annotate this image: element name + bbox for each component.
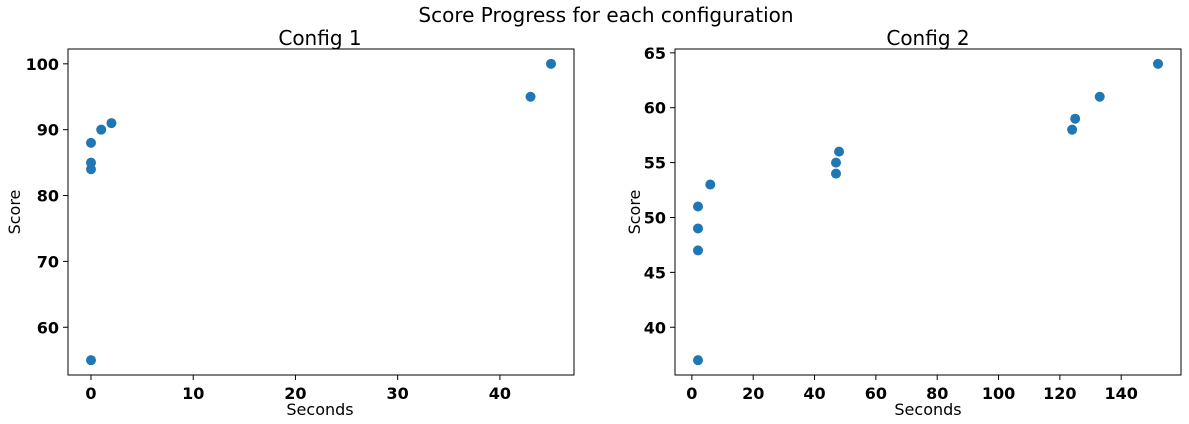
scatter-point [1094,91,1105,102]
chart-title: Config 1 [278,26,361,50]
plot-frame [674,48,1182,376]
scatter-point [96,124,107,135]
scatter-point [1070,113,1081,124]
x-tick-label: 80 [926,384,948,403]
x-tick-label: 40 [803,384,825,403]
x-axis-ticks: 0 20 40 60 80 100 120 140 [686,375,1138,403]
x-axis-label: Seconds [894,400,961,419]
chart-config-2: Config 2 0 20 40 60 80 100 120 140 40 45 50 55 60 65… [625,26,1182,419]
y-tick-label: 50 [644,208,666,227]
y-axis-label: Score [5,190,24,235]
y-tick-label: 65 [644,44,666,63]
y-tick-label: 60 [644,99,666,118]
scatter-point [705,179,716,190]
y-tick-label: 60 [37,318,59,337]
scatter-point [86,355,96,366]
chart-config-1: Config 1 0 10 20 30 40 60 70 80 90 100 Seconds S… [5,26,575,419]
scatter-points [86,58,556,366]
x-tick-label: 10 [182,384,204,403]
scatter-point [525,91,536,102]
x-tick-label: 60 [865,384,887,403]
scatter-point [1067,124,1078,135]
x-axis-label: Seconds [286,400,353,419]
y-tick-label: 40 [644,318,666,337]
x-tick-label: 40 [489,384,511,403]
plot-frame [67,48,575,376]
figure-suptitle: Score Progress for each configuration [418,3,793,27]
x-tick-label: 30 [387,384,409,403]
y-tick-label: 90 [37,121,59,140]
y-tick-label: 55 [644,154,666,173]
y-tick-label: 100 [26,55,59,74]
y-tick-label: 80 [37,187,59,206]
x-tick-label: 0 [85,384,96,403]
scatter-point [546,58,556,69]
x-tick-label: 120 [1043,384,1076,403]
scatter-point [693,223,703,234]
scatter-point [1153,58,1163,69]
scatter-point [106,118,117,129]
scatter-points [693,58,1163,366]
x-tick-label: 100 [982,384,1015,403]
scatter-point [693,245,703,256]
x-tick-label: 140 [1104,384,1137,403]
y-tick-label: 45 [644,263,666,282]
x-tick-label: 0 [686,384,697,403]
y-axis-ticks: 60 70 80 90 100 [26,55,68,337]
scatter-point [86,137,96,148]
scatter-point [693,355,703,366]
y-tick-label: 70 [37,252,59,271]
scatter-point [831,168,841,179]
scatter-point [834,146,845,157]
x-tick-label: 20 [742,384,764,403]
x-axis-ticks: 0 10 20 30 40 [85,375,511,403]
scatter-point [86,157,96,168]
chart-title: Config 2 [886,26,969,50]
scatter-point [693,201,703,212]
y-axis-label: Score [625,190,644,235]
y-axis-ticks: 40 45 50 55 60 65 [644,44,675,337]
scatter-point [831,157,841,168]
x-tick-label: 20 [284,384,306,403]
